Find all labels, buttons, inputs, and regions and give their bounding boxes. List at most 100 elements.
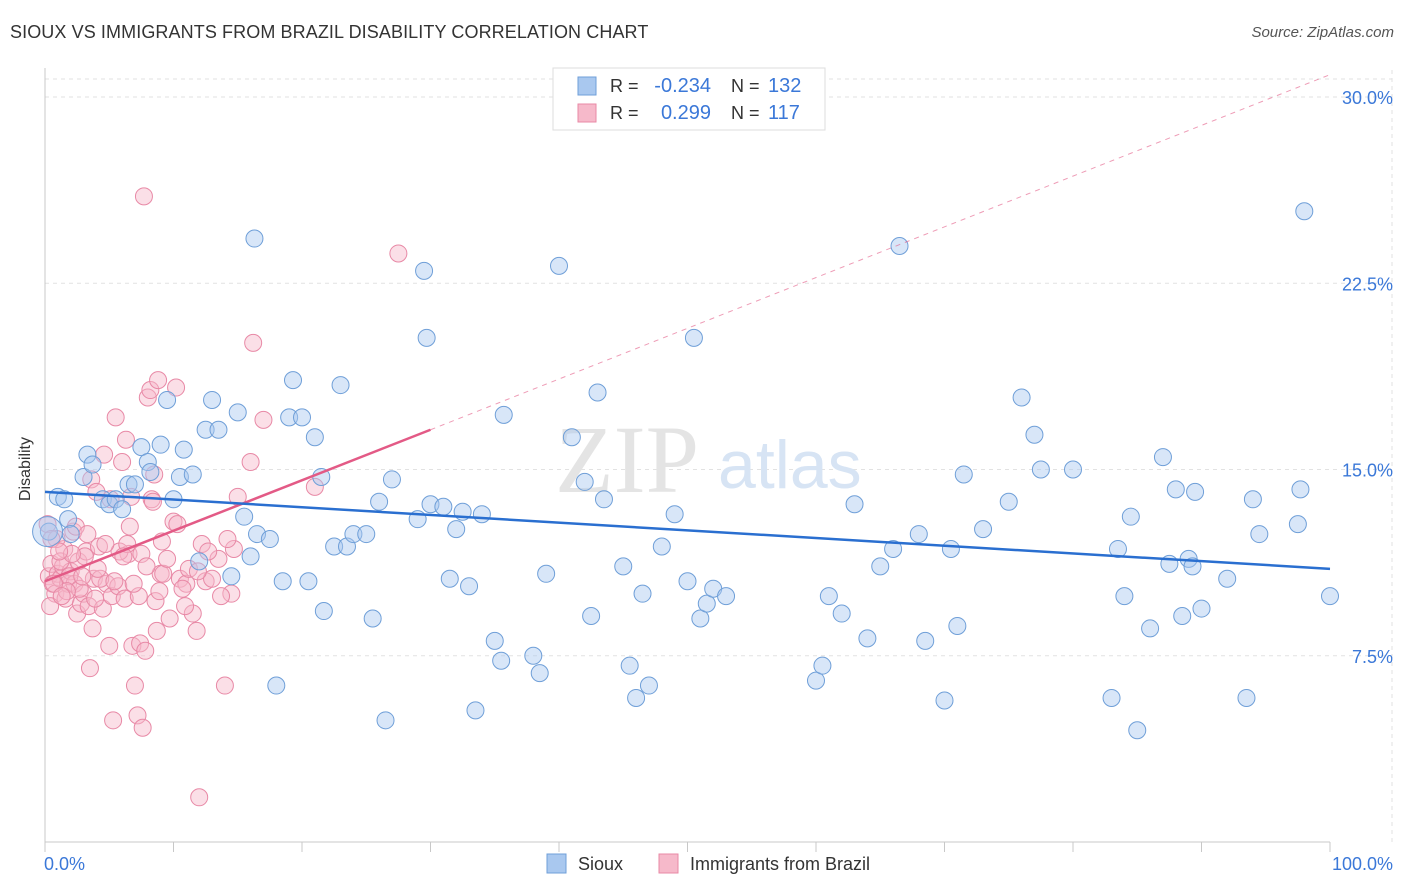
- brazil-point: [50, 542, 69, 561]
- sioux-point: [158, 390, 177, 409]
- brazil-point: [187, 621, 206, 640]
- sioux-point: [325, 537, 344, 556]
- sioux-point: [280, 408, 299, 427]
- sioux-point: [83, 455, 102, 474]
- sioux-point: [228, 403, 247, 422]
- brazil-point: [147, 621, 166, 640]
- sioux-point: [678, 572, 697, 591]
- sioux-point: [1115, 587, 1134, 606]
- brazil-point: [138, 388, 157, 407]
- brazil-point: [124, 574, 143, 593]
- brazil-point: [224, 539, 243, 558]
- brazil-point: [52, 587, 71, 606]
- sioux-point: [203, 390, 222, 409]
- sioux-point: [492, 651, 511, 670]
- brazil-point: [104, 711, 123, 730]
- sioux-point: [550, 256, 568, 275]
- sioux-point: [460, 577, 479, 596]
- sioux-point: [196, 420, 215, 439]
- sioux-point: [614, 557, 633, 576]
- sioux-point: [447, 520, 466, 539]
- brazil-point: [192, 535, 211, 553]
- sioux-point: [314, 602, 333, 621]
- brazil-point: [83, 619, 102, 638]
- sioux-point: [485, 631, 504, 650]
- sioux-point: [209, 420, 228, 439]
- sioux-point: [260, 530, 279, 549]
- sioux-point: [858, 629, 877, 648]
- y-tick-label: 15.0%: [1342, 461, 1393, 481]
- sioux-point: [1288, 515, 1307, 534]
- sioux-point: [174, 440, 193, 459]
- sioux-point: [890, 237, 909, 255]
- sioux-point: [141, 462, 160, 481]
- sioux-point: [357, 525, 376, 544]
- sioux-point: [1031, 460, 1050, 479]
- brazil-point: [115, 589, 134, 608]
- sioux-point: [245, 229, 264, 248]
- sioux-point: [440, 569, 459, 588]
- sioux-point: [241, 547, 260, 566]
- legend-n-label: N =: [731, 103, 760, 123]
- legend-n-value: 132: [768, 75, 801, 97]
- sioux-point: [190, 552, 209, 571]
- legend-label-pink: Immigrants from Brazil: [690, 854, 870, 874]
- brazil-point: [160, 609, 179, 628]
- sioux-point: [819, 587, 838, 606]
- sioux-point: [954, 465, 973, 484]
- sioux-point: [293, 408, 311, 427]
- legend-label-blue: Sioux: [578, 854, 623, 874]
- legend-swatch-pink: [577, 103, 597, 123]
- sioux-point: [935, 691, 954, 710]
- sioux-point: [717, 587, 736, 606]
- y-tick-label: 7.5%: [1352, 647, 1393, 667]
- sioux-point: [417, 328, 436, 347]
- brazil-point: [244, 333, 263, 352]
- sioux-point: [1128, 721, 1147, 740]
- sioux-point: [472, 505, 491, 524]
- brazil-point: [105, 572, 124, 591]
- brazil-point: [116, 430, 135, 449]
- sioux-point: [575, 472, 594, 491]
- chart-title: SIOUX VS IMMIGRANTS FROM BRAZIL DISABILI…: [10, 22, 649, 42]
- trend-lines: [44, 74, 1331, 583]
- brazil-point: [167, 378, 186, 397]
- legend-r-label: R =: [610, 103, 639, 123]
- brazil-point: [199, 542, 218, 561]
- legend-r-label: R =: [610, 76, 639, 96]
- brazil-point: [96, 535, 115, 553]
- brazil-point: [149, 371, 168, 390]
- legend-swatch-blue: [546, 853, 567, 874]
- sioux-point: [1173, 607, 1192, 626]
- sioux-point: [434, 497, 453, 516]
- sioux-point: [39, 522, 58, 541]
- brazil-point: [106, 408, 125, 427]
- axes: [44, 68, 1331, 852]
- sioux-point: [415, 261, 434, 280]
- sioux-point: [697, 594, 716, 613]
- watermark-atlas: atlas: [718, 427, 862, 503]
- sioux-point: [845, 495, 864, 514]
- brazil-point: [218, 530, 237, 549]
- brazil-point: [154, 564, 173, 583]
- brazil-point: [134, 187, 153, 206]
- brazil-point: [143, 492, 162, 511]
- legend-stats-box: [552, 67, 826, 131]
- watermark-zip: ZIP: [555, 406, 699, 513]
- sioux-point: [1243, 490, 1262, 509]
- sioux-point: [665, 505, 684, 524]
- brazil-point: [146, 592, 165, 611]
- brazil-point: [100, 636, 119, 655]
- sioux-point: [871, 557, 890, 576]
- sioux-point: [562, 428, 581, 447]
- brazil-point: [73, 567, 92, 586]
- sioux-point: [524, 646, 543, 665]
- legend-n-value: 117: [768, 102, 800, 124]
- brazil-point: [133, 718, 152, 737]
- sioux-point: [1192, 599, 1211, 618]
- sioux-point: [530, 664, 549, 683]
- legend-n-label: N =: [731, 76, 760, 96]
- sioux-point: [331, 376, 350, 395]
- brazil-point: [80, 659, 99, 678]
